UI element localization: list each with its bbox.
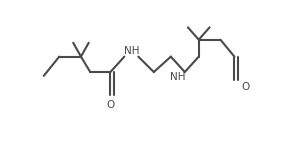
Text: O: O xyxy=(241,82,249,92)
Text: NH: NH xyxy=(124,46,139,56)
Text: O: O xyxy=(106,100,115,110)
Text: NH: NH xyxy=(170,72,185,82)
